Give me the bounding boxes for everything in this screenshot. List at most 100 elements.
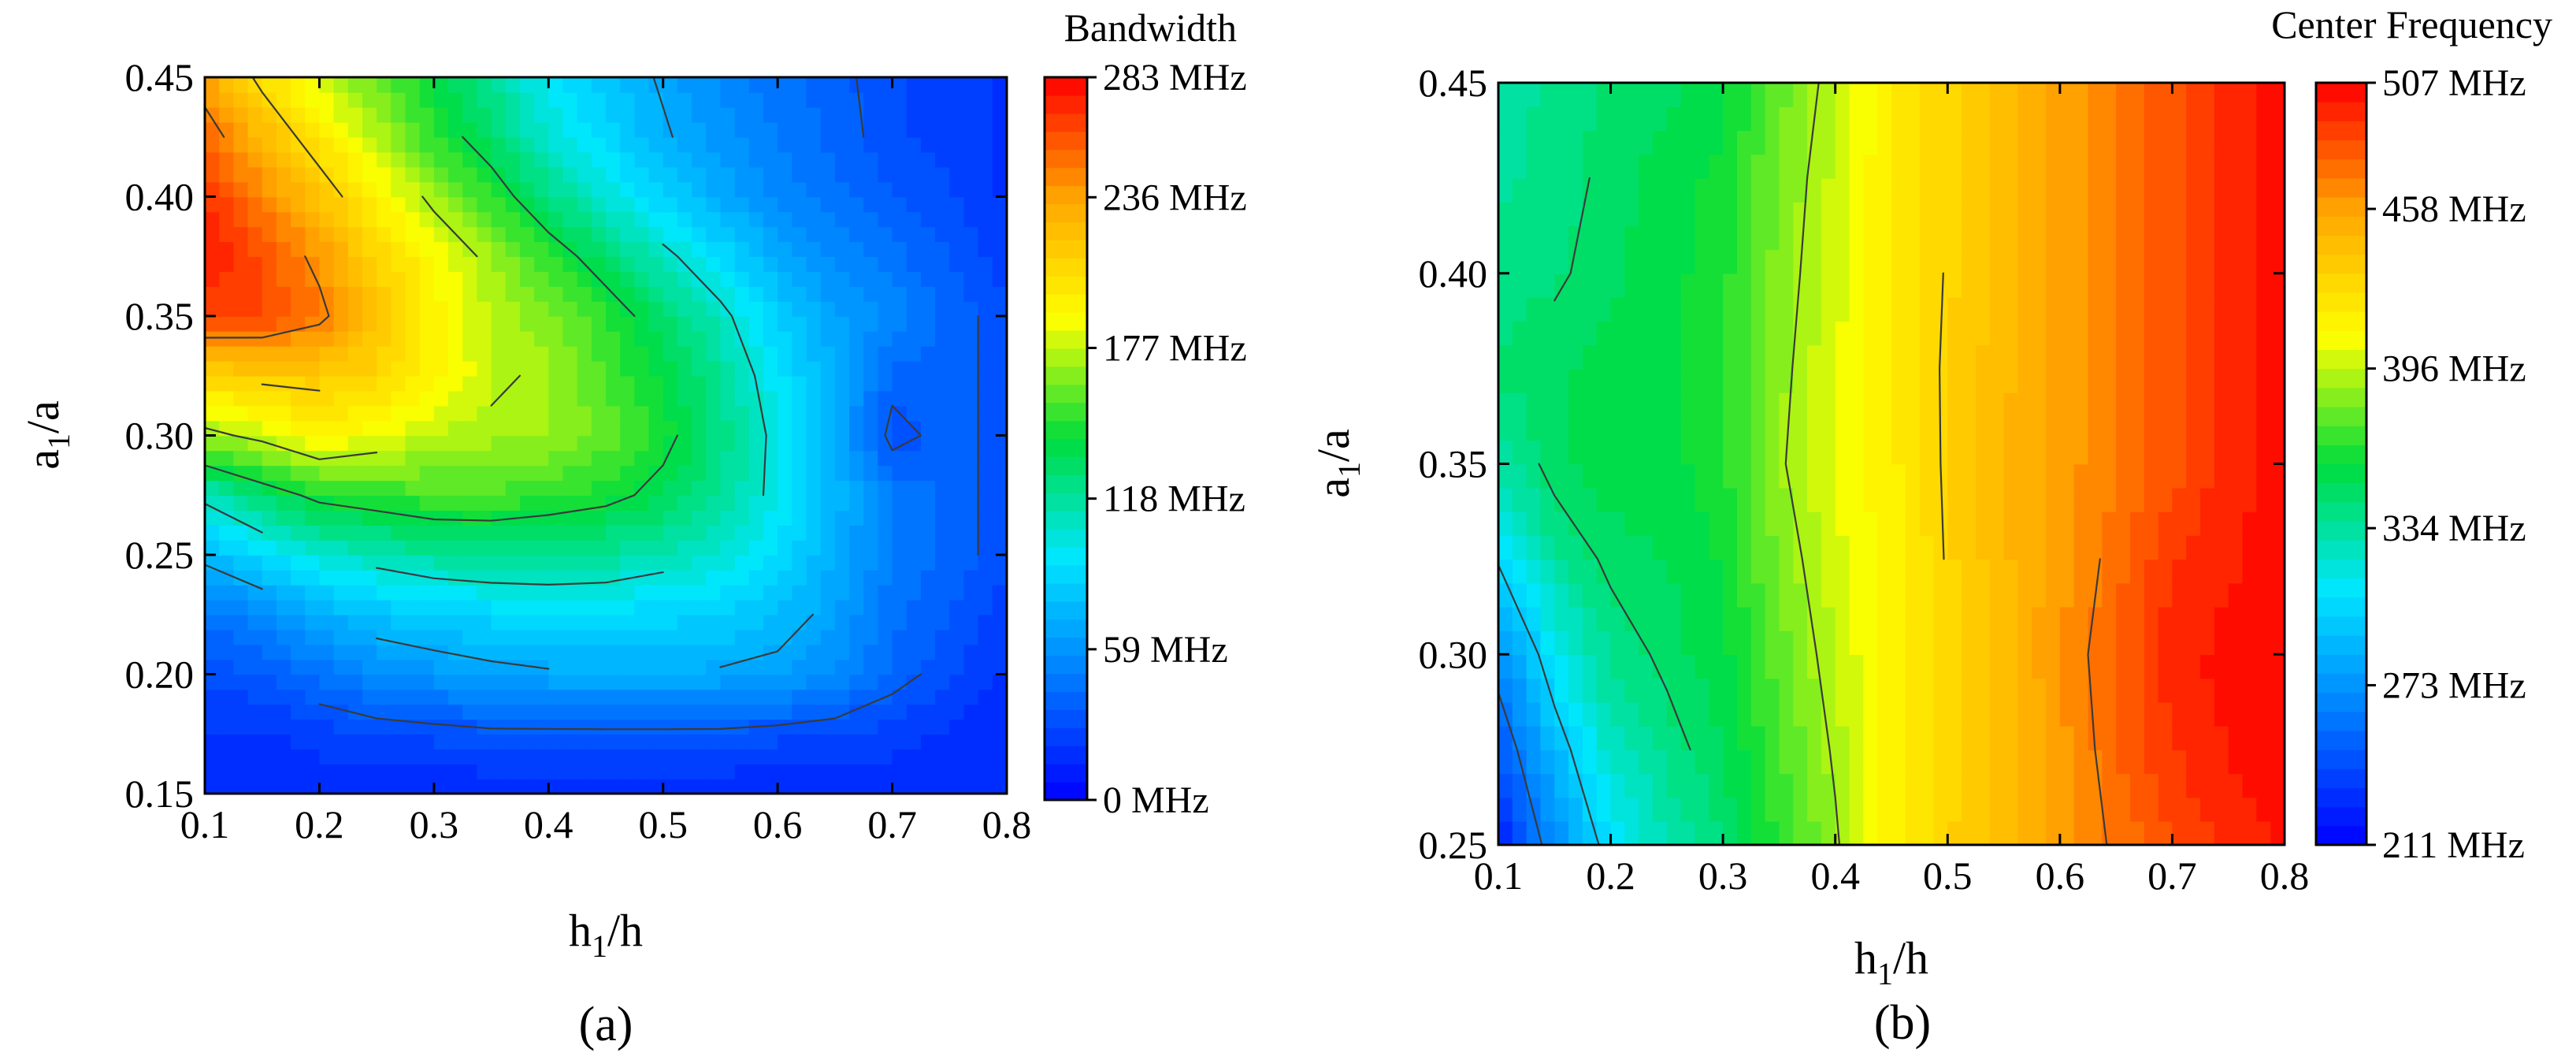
a-cell-part [519, 599, 535, 616]
b-cell-part [1835, 202, 1850, 227]
b-cell-part [2228, 321, 2244, 346]
a-cell-part [648, 435, 664, 452]
b-cell-part [2046, 273, 2061, 298]
b-cell-part [2242, 440, 2258, 465]
b-cell-part [2256, 749, 2271, 775]
b-cell-part [1933, 273, 1949, 298]
a-cell-part [519, 465, 535, 482]
b-cell-part [2256, 273, 2271, 298]
a-cell-part [405, 211, 421, 228]
b-cell-part [2228, 701, 2244, 727]
b-cell-part [2129, 487, 2145, 512]
a-cell-part [692, 196, 707, 213]
a-cell-part [591, 569, 607, 586]
b-cell-part [1723, 416, 1738, 441]
b-cell-part [1849, 773, 1865, 798]
b-cell-part [1919, 678, 1935, 703]
b-cell [1554, 83, 1612, 179]
a-cell-part [505, 211, 521, 228]
b-cell-part [2017, 701, 2033, 727]
a-cell-part [276, 316, 291, 332]
a-cell-part [377, 614, 392, 630]
a-cell-part [233, 405, 249, 422]
a-cell-part [892, 599, 908, 616]
b-cell-part [1498, 678, 1513, 703]
a-cell-part [319, 181, 335, 198]
a-cell-part [949, 764, 965, 779]
a-x-tick-label: 0.4 [524, 802, 573, 846]
b-cell [1947, 177, 2005, 274]
a-cell-part [419, 734, 435, 749]
a-cell-part [291, 181, 306, 198]
a-cell-part [834, 226, 850, 243]
a-cell-part [806, 151, 822, 168]
a-cell-part [706, 241, 722, 258]
a-cell-part [906, 734, 922, 749]
a-cell-part [849, 540, 865, 556]
a-cell-part [806, 510, 822, 526]
b-cell-part [2172, 273, 2188, 298]
a-cell-part [577, 644, 592, 660]
a-colorbar-segment [1045, 131, 1087, 151]
a-cell-part [648, 480, 664, 497]
b-cell-part [2158, 559, 2173, 584]
b-cell-part [1666, 296, 1682, 322]
b-cell [2116, 177, 2173, 274]
b-x-tick-label: 0.1 [1474, 854, 1524, 898]
b-cell-part [1793, 296, 1808, 322]
a-cell-part [262, 256, 277, 272]
a-cell-part [491, 555, 507, 571]
b-cell-part [2158, 463, 2173, 489]
a-cell-part [806, 569, 822, 586]
b-cell [1723, 177, 1780, 274]
b-cell-part [1821, 154, 1836, 179]
a-cell-part [892, 540, 908, 556]
b-cell-part [2270, 630, 2285, 656]
a-cell-part [548, 375, 564, 392]
a-cell-part [247, 510, 263, 526]
a-cell-part [863, 659, 879, 675]
a-cell-part [491, 674, 507, 690]
b-cell-part [2158, 130, 2173, 155]
b-cell-part [2129, 225, 2145, 251]
b-cell-part [1596, 344, 1612, 370]
b-cell-part [1540, 487, 1556, 512]
a-colorbar-segment [1045, 764, 1087, 783]
a-cell-part [935, 360, 951, 377]
a-cell [949, 435, 1007, 497]
a-cell-part [519, 540, 535, 556]
a-cell-part [233, 211, 249, 228]
b-cell-part [1554, 463, 1569, 489]
a-cell-part [462, 226, 478, 243]
b-cell-part [1582, 130, 1598, 155]
a-cell-part [992, 256, 1007, 272]
a-cell-part [276, 330, 291, 347]
a-cell-part [720, 734, 736, 749]
b-cell-part [1554, 487, 1569, 512]
a-cell-part [692, 465, 707, 482]
b-cell-part [2059, 273, 2075, 298]
a-cell-part [820, 420, 836, 437]
a-cell-part [692, 734, 707, 749]
a-cell-part [935, 704, 951, 720]
a-cell-part [462, 689, 478, 705]
b-cell-part [1694, 344, 1710, 370]
a-cell-part [663, 226, 678, 243]
a-cell-part [949, 599, 965, 616]
a-cell-part [663, 689, 678, 705]
a-cell-part [548, 136, 564, 153]
a-cell-part [863, 330, 879, 347]
b-cell-part [1933, 630, 1949, 656]
b-cell-part [2186, 177, 2201, 203]
b-cell-part [1779, 106, 1795, 132]
b-cell-part [1835, 273, 1850, 298]
a-cell-part [935, 584, 951, 601]
b-cell-part [2017, 273, 2033, 298]
b-cell-part [2116, 749, 2131, 775]
a-cell-part [677, 465, 692, 482]
b-cell-part [1694, 701, 1710, 727]
a-cell-part [548, 659, 564, 675]
b-cell-part [1807, 559, 1822, 584]
a-cell-part [562, 360, 578, 377]
b-cell-part [2158, 797, 2173, 822]
